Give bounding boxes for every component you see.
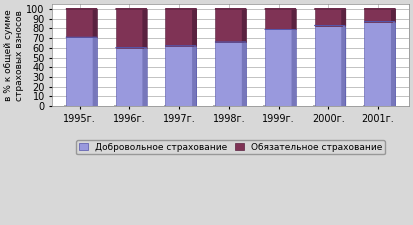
Bar (215, 9, 242, 42)
Bar (166, 46, 193, 106)
Polygon shape (292, 9, 296, 29)
Bar (214, 105, 244, 107)
Bar (116, 48, 143, 106)
Bar (315, 25, 342, 106)
Polygon shape (242, 42, 246, 106)
Bar (164, 105, 195, 107)
Bar (66, 37, 93, 106)
Polygon shape (392, 22, 395, 106)
Bar (64, 105, 95, 107)
Bar (265, 29, 292, 106)
Bar (363, 105, 394, 107)
Bar (364, 9, 392, 22)
Bar (66, 9, 93, 37)
Legend: Добровольное страхование, Обязательное страхование: Добровольное страхование, Обязательное с… (76, 140, 385, 154)
Polygon shape (342, 9, 345, 25)
Bar (166, 9, 193, 46)
Y-axis label: в % к общей сумме
страховых взносов: в % к общей сумме страховых взносов (4, 9, 24, 101)
Polygon shape (193, 9, 196, 46)
Polygon shape (93, 37, 97, 106)
Polygon shape (93, 9, 97, 37)
Polygon shape (392, 9, 395, 22)
Bar (313, 105, 344, 107)
Polygon shape (143, 9, 147, 48)
Polygon shape (292, 29, 296, 106)
Polygon shape (193, 46, 196, 106)
Bar (116, 9, 143, 48)
Bar (263, 105, 294, 107)
Polygon shape (342, 25, 345, 106)
Polygon shape (143, 48, 147, 106)
Bar (114, 105, 145, 107)
Polygon shape (242, 9, 246, 42)
Bar (265, 9, 292, 29)
Bar (315, 9, 342, 25)
Bar (215, 42, 242, 106)
Bar (364, 22, 392, 106)
